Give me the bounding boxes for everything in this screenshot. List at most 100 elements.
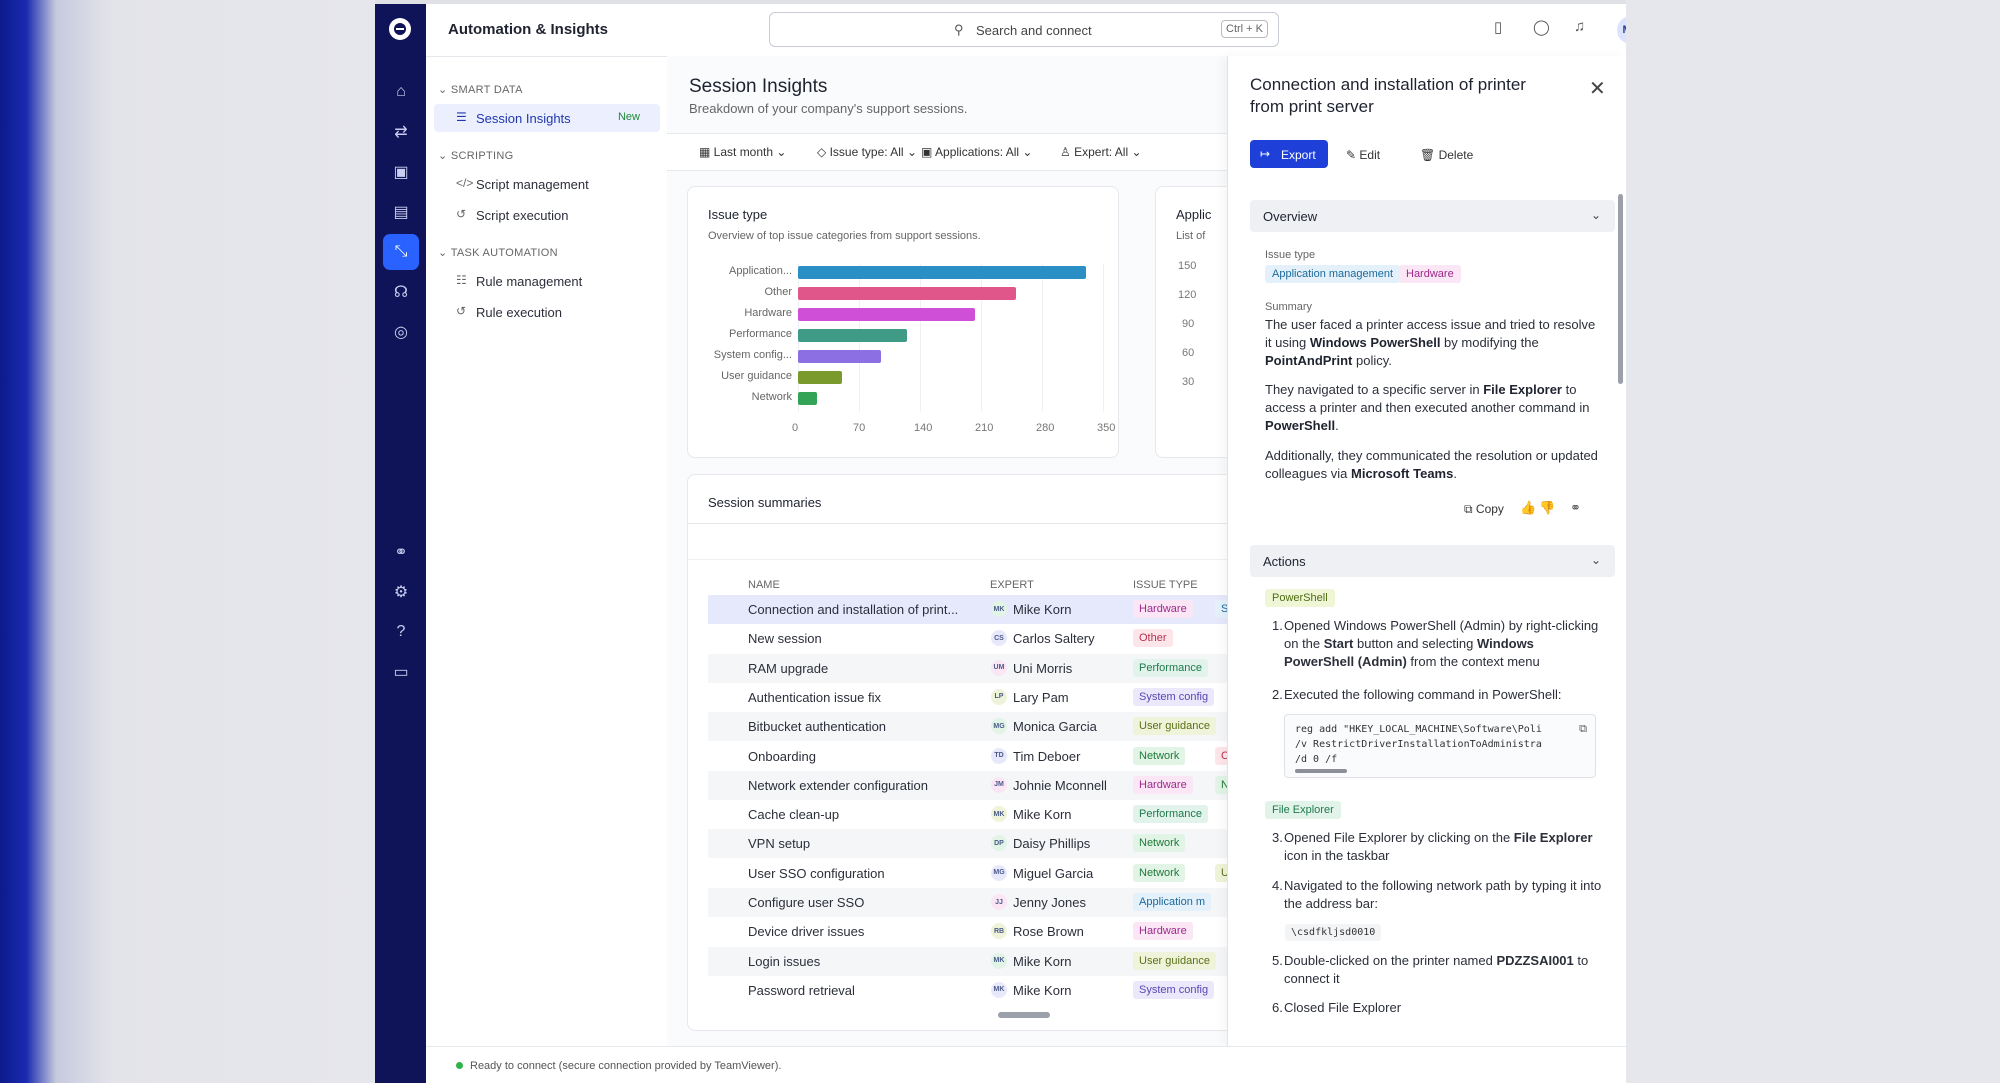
row-expert: Lary Pam [1013,689,1069,705]
status-bar: Ready to connect (secure connection prov… [426,1046,1626,1083]
bar[interactable] [798,350,881,363]
grid-line [1103,264,1104,412]
search-input[interactable]: ⚲ Search and connect Ctrl + K [769,12,1279,47]
column-header-issue-type[interactable]: ISSUE TYPE [1133,579,1198,591]
overview-accordion[interactable]: Overview ⌄ [1250,200,1615,232]
sidebar-item-session-insights[interactable]: ☰ Session Insights New [434,104,660,132]
thumbs-down-icon[interactable]: 👎 [1539,500,1556,515]
table-row[interactable]: Password retrieval MK Mike Korn System conf… [708,976,1227,1005]
history-icon: ↺ [456,207,467,221]
summaries-title: Session summaries [708,495,822,510]
issue-type-tag: Network [1133,863,1186,882]
history-icon: ↺ [456,304,467,318]
bell-icon[interactable]: ♫ [1574,18,1586,35]
issue-type-label: Issue type [1265,249,1316,261]
row-name: New session [748,631,822,647]
column-header-expert[interactable]: EXPERT [990,579,1034,591]
teamviewer-logo-icon[interactable] [389,18,411,40]
table-row[interactable]: Network extender configuration JM Johnie M… [708,770,1227,800]
transfer-icon[interactable]: ⇄ [394,124,408,141]
bar[interactable] [798,371,842,384]
table-row[interactable]: RAM upgrade UM Uni Morris Performance [708,653,1227,683]
table-row[interactable]: Connection and installation of print... M… [708,595,1227,624]
x-tick-label: 140 [914,422,933,434]
section-scripting[interactable]: ⌄ SCRIPTING [438,150,514,162]
whats-new-icon[interactable]: ▭ [393,664,409,681]
table-row[interactable]: Login issues MK Mike Korn User guidance [708,946,1227,976]
row-name: Onboarding [748,748,816,764]
automation-icon[interactable]: ⤡ [383,234,419,270]
sidebar-item-rule-execution[interactable]: ↺ Rule execution [434,298,660,326]
sidebar-item-label: Rule execution [476,305,562,320]
grid-line [981,264,982,412]
table-row[interactable]: Authentication issue fix LP Lary Pam System… [708,683,1227,712]
issue-type-tag: Hardware [1133,600,1193,618]
code-scrollbar[interactable] [1295,769,1347,773]
user-avatar[interactable]: MK [1617,16,1626,44]
row-expert: Mike Korn [1013,602,1072,617]
filter-applications[interactable]: ▣ Applications: All ⌄ [921,145,1033,159]
category-label: Application... [729,265,792,277]
table-row[interactable]: User SSO configuration MG Miguel Garcia Net… [708,859,1227,888]
clipboard-icon[interactable]: ▯ [1494,19,1503,36]
bar[interactable] [798,329,907,342]
actions-accordion[interactable]: Actions ⌄ [1250,545,1615,577]
sidebar-item-rule-management[interactable]: ☷ Rule management [434,267,660,295]
close-icon[interactable]: ✕ [1589,78,1606,100]
sidebar-item-script-management[interactable]: </> Script management [434,170,660,198]
table-row[interactable]: Device driver issues RB Rose Brown Hardware [708,917,1227,946]
integrations-icon[interactable]: ⚭ [394,544,408,561]
panel-scrollbar[interactable] [1618,194,1623,384]
row-expert: Uni Morris [1013,660,1073,676]
bar[interactable] [798,308,975,321]
table-row[interactable]: VPN setup DP Daisy Phillips Network [708,829,1227,859]
category-label: User guidance [721,370,792,382]
issue-type-tag: Network [1133,746,1186,765]
desktop-background-right [1626,0,2000,1083]
issue-type-tag: O [1215,746,1227,765]
expert-avatar: MK [991,952,1007,969]
bar[interactable] [798,392,818,405]
chevron-down-icon: ⌄ [1590,553,1601,567]
row-name: Device driver issues [748,924,865,940]
chat-icon[interactable]: ◯ [1533,19,1550,36]
copy-code-icon[interactable]: ⧉ [1579,722,1587,735]
filter-date[interactable]: ▦ Last month ⌄ [699,145,787,159]
edit-button[interactable]: ✎ Edit [1346,148,1381,162]
filter-issue-type[interactable]: ◇ Issue type: All ⌄ [817,145,917,159]
table-row[interactable]: New session CS Carlos Saltery Other [708,624,1227,653]
delete-button[interactable]: 🗑 Delete [1420,148,1474,162]
thumbs-up-icon[interactable]: 👍 [1520,500,1537,515]
bar[interactable] [798,266,1086,279]
row-name: Authentication issue fix [748,689,881,705]
horizontal-scrollbar[interactable] [998,1012,1050,1018]
table-row[interactable]: Configure user SSO JJ Jenny Jones Applicati… [708,888,1227,917]
share-icon[interactable]: ⚭ [1570,500,1581,515]
actions-label: Actions [1263,554,1306,569]
column-header-name[interactable]: NAME [748,579,780,591]
export-button[interactable]: ↦ Export [1250,140,1328,168]
row-expert: Monica Garcia [1013,719,1097,735]
expert-avatar: MK [991,601,1007,617]
settings-gear-icon[interactable]: ⚙ [393,584,409,601]
sessions-icon[interactable]: ▤ [393,204,409,221]
support-icon[interactable]: ☊ [393,284,409,301]
bar[interactable] [798,287,1016,300]
copy-button[interactable]: ⧉ Copy [1464,502,1504,516]
category-label: Hardware [744,307,792,319]
x-tick-label: 280 [1036,422,1055,434]
devices-icon[interactable]: ▣ [393,164,409,181]
table-row[interactable]: Cache clean-up MK Mike Korn Performance [708,800,1227,829]
x-tick-label: 210 [975,422,994,434]
security-icon[interactable]: ◎ [394,324,408,341]
help-icon[interactable]: ? [396,623,406,640]
sidebar-item-script-execution[interactable]: ↺ Script execution [434,201,660,229]
home-icon[interactable]: ⌂ [396,83,406,100]
row-name: Bitbucket authentication [748,719,887,735]
section-smart-data[interactable]: ⌄ SMART DATA [438,84,523,96]
expert-avatar: MG [991,864,1007,881]
table-row[interactable]: Onboarding TD Tim Deboer Network O [708,742,1227,771]
table-row[interactable]: Bitbucket authentication MG Monica Garcia U… [708,712,1227,742]
section-task-automation[interactable]: ⌄ TASK AUTOMATION [438,247,558,259]
filter-expert[interactable]: ♙ Expert: All ⌄ [1060,145,1142,159]
